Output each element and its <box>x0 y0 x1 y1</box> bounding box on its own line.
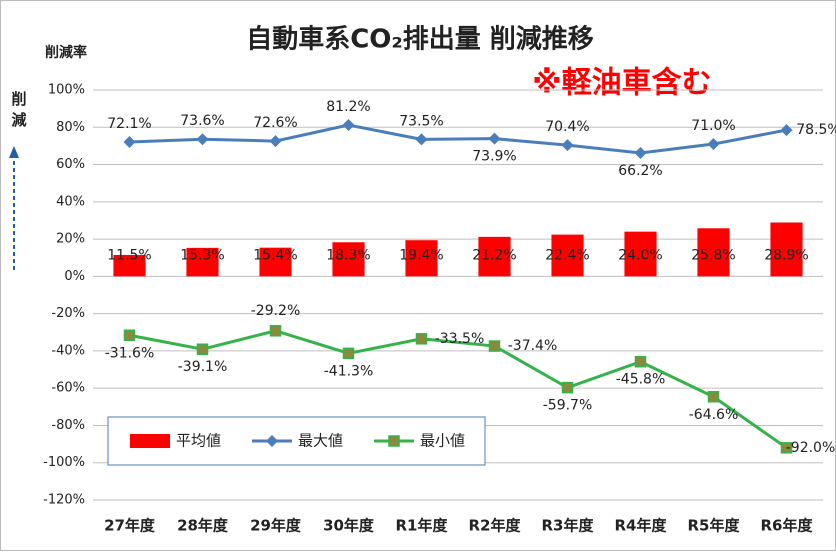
data-label: 78.5% <box>796 122 836 138</box>
legend-swatch <box>130 434 170 448</box>
y-tick-label: -80% <box>51 418 85 433</box>
y-tick-label: -100% <box>43 455 85 470</box>
data-label: 28.9% <box>764 247 808 263</box>
x-tick-label: 30年度 <box>323 517 375 535</box>
y-tick-label: 20% <box>56 232 85 247</box>
legend-box <box>107 416 486 466</box>
data-label: 73.9% <box>472 149 516 165</box>
y-tick-label: 40% <box>56 194 85 209</box>
x-tick-label: R3年度 <box>542 517 595 535</box>
data-label: 18.3% <box>326 247 370 263</box>
marker <box>707 138 720 151</box>
marker <box>488 132 501 145</box>
y-side-label: 削減 <box>10 90 28 133</box>
bar <box>332 242 365 277</box>
data-label: 15.4% <box>253 247 297 263</box>
marker <box>196 343 209 355</box>
marker <box>634 146 647 159</box>
marker <box>342 347 355 360</box>
y-tick-label: -120% <box>43 493 85 508</box>
chart-title: 自動車系CO₂排出量 削減推移 <box>246 24 594 55</box>
data-label: 70.4% <box>545 119 589 135</box>
marker <box>342 119 355 132</box>
data-label: -33.5% <box>435 331 485 347</box>
bar <box>624 231 657 277</box>
data-label: 81.2% <box>326 99 370 115</box>
marker <box>561 381 574 394</box>
x-tick-label: 28年度 <box>177 517 229 535</box>
y-tick-label: 60% <box>56 157 85 172</box>
y-tick-label: -60% <box>51 381 85 396</box>
data-label: -45.8% <box>616 372 666 388</box>
x-tick-label: R4年度 <box>615 517 668 535</box>
data-label: -41.3% <box>324 363 374 379</box>
marker <box>123 329 136 342</box>
data-label: -59.7% <box>543 398 593 414</box>
data-label: 72.1% <box>107 116 151 132</box>
data-label: 73.6% <box>180 113 224 129</box>
legend-label: 最大値 <box>298 432 343 450</box>
data-label: -39.1% <box>178 359 228 375</box>
y-tick-label: 80% <box>56 120 85 135</box>
y-tick-label: 0% <box>64 269 85 284</box>
marker <box>780 124 793 137</box>
data-label: 22.4% <box>545 247 589 263</box>
marker <box>388 435 400 447</box>
marker <box>269 325 282 337</box>
marker <box>780 442 793 454</box>
y-tick-label: 100% <box>48 83 85 98</box>
legend-label: 平均値 <box>176 432 221 450</box>
bar <box>697 228 730 277</box>
data-label: -64.6% <box>689 407 739 423</box>
data-label: 11.5% <box>107 247 151 263</box>
marker <box>415 133 428 146</box>
data-label: 72.6% <box>253 115 297 131</box>
data-label: 71.0% <box>691 118 735 134</box>
marker <box>123 135 136 148</box>
data-label: 24.0% <box>618 247 662 263</box>
legend-label: 最小値 <box>420 432 465 450</box>
marker <box>266 435 278 447</box>
bar <box>551 234 584 277</box>
x-tick-label: R6年度 <box>761 517 814 535</box>
marker <box>415 333 428 345</box>
x-tick-label: 27年度 <box>104 517 156 535</box>
data-label: 19.4% <box>399 247 443 263</box>
arrow-head <box>9 146 19 158</box>
bar <box>478 236 511 277</box>
marker <box>707 391 720 403</box>
x-tick-label: R2年度 <box>469 517 522 535</box>
data-label: 25.8% <box>691 247 735 263</box>
data-label: -29.2% <box>251 303 301 319</box>
line <box>129 329 788 450</box>
data-label: -92.0% <box>786 440 836 456</box>
y-tick-label: -40% <box>51 343 85 358</box>
marker <box>196 133 209 146</box>
data-label: -37.4% <box>508 338 558 354</box>
x-tick-label: 29年度 <box>250 517 302 535</box>
data-label: 66.2% <box>618 163 662 179</box>
bar <box>405 240 438 277</box>
annotation: ※軽油車含む <box>532 66 711 101</box>
bar <box>113 254 146 277</box>
x-tick-label: R1年度 <box>396 517 449 535</box>
bar <box>259 247 292 277</box>
line <box>129 123 787 155</box>
data-label: -31.6% <box>105 345 155 361</box>
data-label: 15.3% <box>180 247 224 263</box>
x-tick-label: R5年度 <box>688 517 741 535</box>
marker <box>561 139 574 152</box>
data-label: 21.2% <box>472 247 516 263</box>
y-tick-label: -20% <box>51 306 85 321</box>
data-label: 73.5% <box>399 113 443 129</box>
bar <box>186 247 219 277</box>
bar <box>770 222 803 277</box>
y-axis-label: 削減率 <box>45 44 87 61</box>
marker <box>634 355 647 368</box>
marker <box>269 135 282 148</box>
marker <box>488 340 501 352</box>
